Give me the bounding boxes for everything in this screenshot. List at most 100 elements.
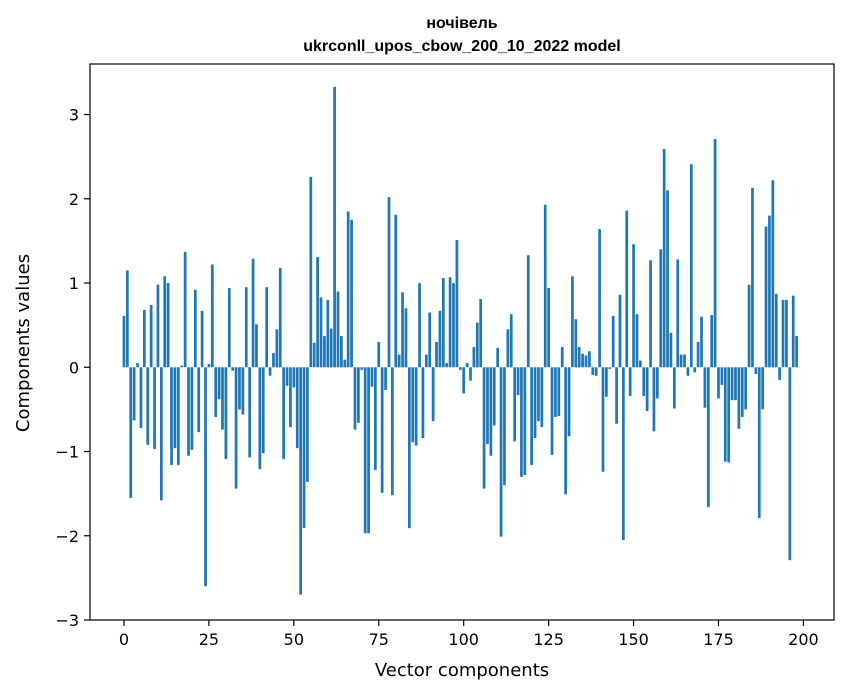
bar bbox=[363, 367, 367, 534]
y-tick-label: −3 bbox=[55, 611, 79, 630]
bar bbox=[299, 367, 302, 595]
bar bbox=[214, 367, 218, 417]
bar bbox=[662, 149, 666, 368]
bar bbox=[424, 354, 428, 368]
x-axis-label: Vector components bbox=[375, 660, 549, 681]
bar bbox=[550, 367, 554, 455]
bar bbox=[244, 287, 248, 368]
bar bbox=[666, 190, 669, 368]
bar bbox=[132, 367, 136, 421]
bar bbox=[496, 347, 500, 368]
bar bbox=[445, 363, 449, 368]
bar bbox=[533, 367, 537, 439]
bar bbox=[390, 367, 394, 496]
bar bbox=[635, 314, 639, 368]
y-tick-label: 1 bbox=[69, 274, 79, 293]
bar bbox=[312, 342, 316, 368]
bar bbox=[506, 329, 510, 368]
bar bbox=[207, 363, 211, 368]
bar bbox=[672, 367, 676, 409]
bar bbox=[605, 367, 608, 397]
bar bbox=[584, 355, 588, 368]
bar bbox=[706, 367, 710, 508]
bar bbox=[683, 354, 686, 368]
bar bbox=[754, 367, 758, 375]
bar bbox=[227, 288, 231, 368]
bar bbox=[655, 367, 659, 399]
bar bbox=[292, 367, 296, 388]
bar bbox=[472, 347, 476, 368]
bar bbox=[499, 367, 503, 537]
bar bbox=[462, 367, 466, 394]
bar bbox=[455, 240, 459, 368]
bar bbox=[778, 367, 782, 380]
bar bbox=[659, 249, 663, 368]
bar bbox=[588, 351, 591, 368]
bar bbox=[234, 367, 238, 489]
bar bbox=[611, 315, 615, 368]
x-tick-label: 100 bbox=[448, 630, 479, 649]
bar bbox=[489, 367, 493, 456]
bar bbox=[686, 367, 690, 376]
bar bbox=[193, 289, 197, 368]
bar bbox=[628, 367, 632, 396]
x-tick-label: 175 bbox=[703, 630, 734, 649]
bar bbox=[316, 256, 319, 368]
bar bbox=[435, 342, 438, 368]
bar bbox=[564, 367, 567, 495]
bar bbox=[751, 187, 754, 368]
bar bbox=[329, 328, 333, 368]
bar bbox=[261, 367, 265, 454]
bar bbox=[238, 367, 241, 410]
bar bbox=[577, 347, 581, 368]
bar bbox=[717, 367, 720, 399]
bar bbox=[302, 367, 306, 529]
bar bbox=[190, 367, 194, 450]
bar bbox=[200, 310, 204, 368]
bar bbox=[520, 367, 523, 477]
x-tick-label: 50 bbox=[284, 630, 304, 649]
bar bbox=[319, 297, 323, 368]
bar bbox=[744, 367, 748, 410]
x-tick-label: 150 bbox=[618, 630, 649, 649]
bar bbox=[788, 367, 792, 561]
bar bbox=[173, 367, 177, 449]
bar bbox=[278, 267, 282, 368]
bar bbox=[421, 367, 425, 439]
bar bbox=[513, 367, 517, 442]
bar bbox=[180, 365, 184, 368]
bar bbox=[516, 367, 520, 396]
bar bbox=[343, 359, 347, 368]
bar bbox=[526, 255, 530, 368]
bar bbox=[771, 180, 775, 368]
bar bbox=[591, 367, 595, 375]
bar bbox=[632, 244, 635, 368]
bar bbox=[146, 367, 150, 445]
bar bbox=[523, 367, 527, 476]
bar bbox=[333, 86, 336, 368]
bar bbox=[394, 214, 398, 368]
bar bbox=[441, 277, 445, 368]
bar bbox=[554, 367, 557, 417]
bar bbox=[727, 367, 731, 463]
bar bbox=[272, 352, 275, 368]
bar bbox=[336, 291, 340, 368]
bar bbox=[509, 314, 513, 368]
bar bbox=[149, 304, 153, 368]
bar bbox=[159, 367, 163, 501]
bar bbox=[537, 367, 540, 422]
bar bbox=[401, 292, 404, 368]
bar bbox=[221, 367, 224, 430]
bar bbox=[407, 367, 411, 529]
bar bbox=[231, 367, 235, 371]
bar bbox=[530, 367, 534, 465]
bar bbox=[129, 367, 133, 498]
x-tick-label: 125 bbox=[533, 630, 564, 649]
bar bbox=[669, 332, 673, 368]
bar bbox=[438, 310, 442, 368]
bar bbox=[374, 367, 377, 471]
bar bbox=[350, 219, 353, 368]
bar bbox=[774, 293, 778, 368]
bar bbox=[547, 288, 550, 368]
